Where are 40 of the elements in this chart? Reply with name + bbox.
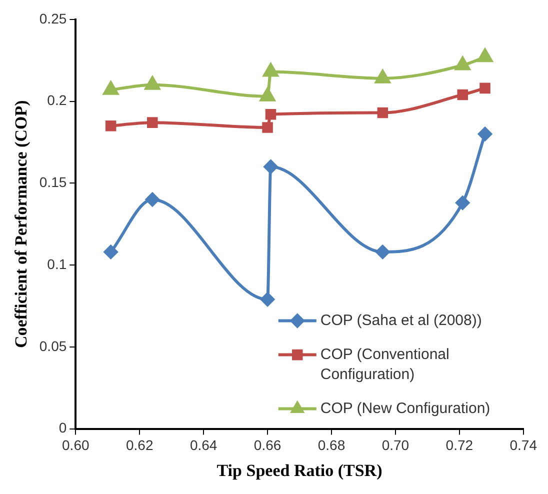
- point: [263, 63, 278, 77]
- legend-label: COP (Conventional Configuration): [320, 346, 450, 383]
- x-tick-label: 0.74: [510, 437, 538, 454]
- y-tick-label: 0.2: [47, 92, 67, 108]
- point: [477, 48, 493, 62]
- y-tick-label: 0.1: [47, 256, 67, 272]
- x-tick-label: 0.72: [446, 437, 474, 454]
- x-tick-label: 0.64: [190, 437, 218, 454]
- point: [478, 127, 492, 142]
- y-tick-label: 0.05: [39, 338, 67, 354]
- point: [103, 81, 118, 95]
- x-axis-title: Tip Speed Ratio (TSR): [216, 461, 382, 480]
- x-tick-label: 0.62: [126, 437, 154, 454]
- point: [104, 244, 118, 259]
- point: [455, 56, 470, 70]
- y-tick-label: 0: [58, 420, 67, 436]
- point: [145, 192, 160, 207]
- point: [377, 107, 388, 118]
- point: [375, 70, 390, 84]
- legend-label: COP (New Configuration): [320, 400, 490, 417]
- point: [105, 120, 116, 132]
- point: [376, 244, 390, 259]
- y-tick-label: 0.15: [39, 174, 67, 190]
- legend-label: COP (Saha et al (2008)): [320, 312, 482, 329]
- point: [264, 160, 278, 174]
- point: [262, 122, 273, 133]
- point: [457, 89, 468, 100]
- point: [147, 117, 158, 128]
- x-tick-label: 0.60: [62, 437, 90, 454]
- point: [265, 108, 276, 120]
- y-tick-label: 0.25: [39, 10, 67, 26]
- point: [260, 292, 275, 306]
- x-tick-label: 0.68: [318, 437, 346, 454]
- y-axis-title: Coefficient of Performance (COP): [12, 100, 31, 348]
- point: [456, 196, 470, 210]
- point: [260, 88, 276, 102]
- point: [480, 82, 490, 94]
- x-tick-label: 0.66: [254, 437, 282, 454]
- point: [144, 76, 160, 90]
- x-tick-label: 0.70: [382, 437, 410, 454]
